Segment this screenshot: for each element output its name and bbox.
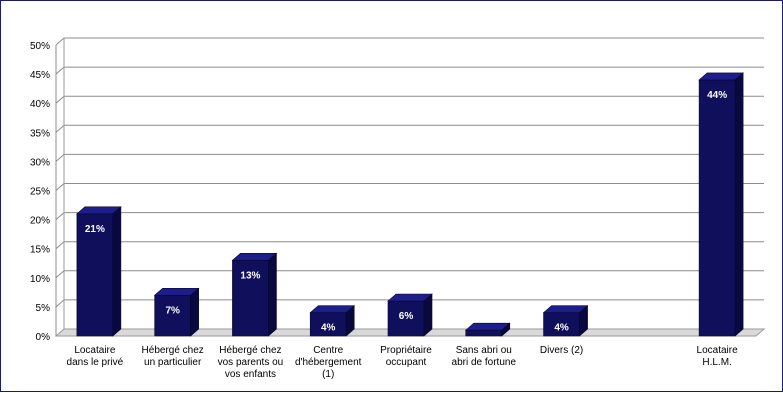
y-tick-label: 30%: [30, 157, 50, 168]
gridline: [55, 241, 764, 250]
bar-side: [734, 72, 744, 337]
y-tick-label: 45%: [30, 70, 50, 81]
bar: [465, 329, 503, 337]
data-label: 7%: [165, 305, 180, 316]
y-tick-label: 20%: [30, 216, 50, 227]
bar-side: [268, 252, 277, 337]
bar-side: [423, 293, 433, 337]
y-tick-labels: 0% 5% 10% 15% 20% 25% 30% 35% 40% 45% 50%: [30, 41, 50, 343]
bars: [76, 72, 744, 337]
gridline: [55, 270, 764, 279]
bar-side: [345, 305, 355, 337]
category-label: Sans abri ou abri de fortune: [452, 345, 517, 368]
category-label: Hébergé chez un particulier: [142, 345, 204, 368]
bar: [232, 260, 269, 337]
y-tick-label: 50%: [30, 41, 50, 52]
gridline: [55, 66, 764, 75]
y-tick-label: 0%: [36, 332, 51, 343]
y-tick-label: 10%: [30, 274, 50, 285]
bar-side: [579, 305, 588, 337]
category-labels: Locataire dans le privé Hébergé chez un par…: [67, 345, 739, 380]
category-label: Divers (2): [540, 345, 583, 356]
bar: [76, 213, 114, 337]
data-label: 21%: [85, 224, 105, 235]
data-label: 1%: [477, 340, 492, 351]
data-label: 4%: [321, 323, 336, 334]
gridline: [55, 212, 764, 220]
y-tick-label: 40%: [30, 99, 50, 110]
bar: [154, 294, 191, 337]
data-labels: 21% 7% 13% 4% 6% 1% 4% 44%: [85, 90, 727, 351]
category-label: Hébergé chez vos parents ou vos enfants: [218, 345, 284, 380]
y-tick-label: 35%: [30, 128, 50, 139]
y-tick-label: 5%: [36, 303, 51, 314]
bar-side: [190, 287, 199, 337]
data-label: 4%: [554, 323, 569, 334]
category-label: Locataire dans le privé: [67, 345, 124, 368]
data-label: 6%: [399, 311, 414, 322]
grid-lines: [55, 37, 764, 308]
bar-side: [112, 206, 122, 337]
category-label: Centre d'hébergement (1): [295, 345, 362, 380]
category-label: Propriétaire occupant: [380, 345, 432, 368]
gridline: [55, 95, 764, 104]
gridline: [55, 183, 764, 191]
gridline: [55, 153, 764, 162]
y-tick-label: 25%: [30, 187, 50, 198]
gridline: [55, 37, 764, 46]
data-label: 44%: [707, 90, 727, 101]
gridline: [55, 124, 764, 133]
bar: [698, 79, 736, 337]
y-tick-label: 15%: [30, 245, 50, 256]
bar-side: [501, 322, 511, 337]
category-label: Locataire H.L.M.: [697, 345, 739, 368]
data-label: 13%: [240, 270, 260, 281]
